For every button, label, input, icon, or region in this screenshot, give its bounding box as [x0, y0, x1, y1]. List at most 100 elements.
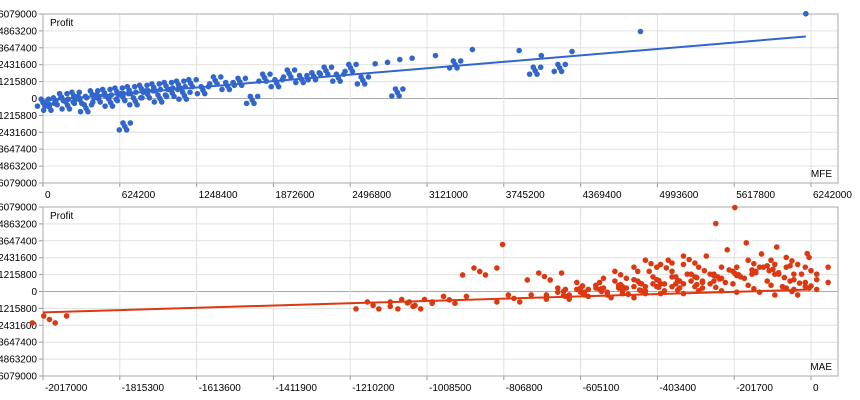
data-point: [99, 86, 106, 93]
y-tick-label: -1215800: [0, 111, 37, 122]
data-point: [623, 275, 630, 282]
data-point: [63, 313, 70, 319]
x-tick-label: 5617800: [736, 190, 775, 201]
data-point: [663, 265, 670, 271]
data-point: [345, 61, 352, 68]
data-point: [825, 279, 831, 286]
data-point: [714, 274, 721, 280]
x-tick-label: 624200: [122, 190, 156, 201]
data-point: [703, 253, 710, 259]
data-point: [541, 273, 548, 280]
x-tick-label: 1248400: [199, 190, 238, 201]
x-tick-label: 3121000: [429, 190, 468, 201]
y-tick-label: -3647400: [0, 338, 37, 349]
y-tick-label: 1215800: [0, 77, 37, 88]
data-point: [732, 204, 738, 211]
data-point: [459, 272, 466, 278]
x-tick-label: -1613600: [199, 383, 242, 394]
x-tick-label: -806800: [506, 383, 543, 394]
data-point: [112, 85, 118, 91]
data-point: [168, 79, 175, 86]
x-tick-label: 0: [813, 383, 819, 394]
data-point: [713, 220, 719, 227]
data-point: [457, 58, 464, 64]
x-tick-label: -2017000: [45, 383, 88, 394]
y-tick-label: 3647400: [0, 43, 37, 54]
data-point: [555, 61, 561, 68]
data-point: [615, 285, 622, 291]
data-point: [726, 267, 732, 273]
data-point: [499, 241, 506, 248]
data-point: [596, 279, 603, 286]
data-point: [235, 75, 241, 82]
data-point: [296, 72, 303, 79]
x-tick-label: -1210200: [352, 383, 395, 394]
data-point: [40, 107, 47, 114]
y-tick-label: -6079000: [0, 372, 37, 383]
data-point: [87, 88, 94, 94]
data-point: [134, 101, 140, 108]
data-point: [280, 74, 287, 80]
data-point: [764, 262, 771, 269]
data-point: [808, 267, 814, 274]
data-point: [558, 270, 565, 276]
data-point: [46, 101, 53, 108]
data-point: [146, 95, 153, 101]
data-point: [139, 95, 145, 101]
data-point: [106, 96, 112, 102]
x-tick-label: -1411900: [275, 383, 317, 394]
data-point: [680, 253, 687, 259]
data-point: [701, 267, 708, 274]
data-point: [494, 265, 500, 271]
data-point: [317, 71, 324, 77]
data-point: [554, 289, 561, 295]
data-point: [612, 278, 618, 284]
data-points: [29, 204, 831, 326]
data-point: [718, 264, 725, 270]
data-point: [813, 286, 820, 293]
y-tick-label: 0: [31, 94, 37, 105]
y-tick-label: 0: [31, 287, 37, 298]
data-point: [768, 282, 774, 289]
data-point: [764, 278, 771, 284]
data-point: [387, 303, 394, 310]
data-point: [768, 257, 774, 264]
data-point: [516, 299, 523, 305]
data-point: [538, 52, 545, 59]
data-point: [432, 52, 439, 59]
data-point: [534, 71, 540, 77]
data-point: [547, 277, 553, 283]
data-point: [397, 56, 403, 63]
data-point: [554, 285, 561, 291]
data-point: [123, 127, 130, 133]
data-point: [410, 303, 416, 310]
data-point: [772, 261, 778, 268]
data-point: [676, 285, 683, 291]
data-point: [813, 276, 820, 283]
y-tick-label: -4863200: [0, 162, 37, 173]
data-point: [577, 285, 584, 291]
data-point: [699, 278, 706, 284]
data-point: [730, 281, 736, 287]
data-point: [155, 92, 161, 98]
x-axis-label: MFE: [811, 169, 832, 180]
data-point: [120, 120, 126, 126]
trend-line: [42, 35, 806, 102]
x-tick-label: 6242000: [813, 190, 852, 201]
data-point: [574, 279, 580, 286]
data-point: [358, 74, 364, 80]
data-point: [669, 260, 675, 266]
data-point: [370, 302, 376, 309]
data-point: [752, 269, 759, 276]
data-point: [471, 265, 477, 271]
data-point: [116, 127, 123, 133]
data-point: [126, 101, 133, 108]
data-point: [181, 78, 187, 84]
x-tick-label: -1815300: [122, 383, 165, 394]
data-point: [337, 78, 343, 84]
x-tick-label: 4369400: [583, 190, 622, 201]
data-point: [119, 85, 126, 91]
data-point: [247, 93, 254, 100]
chart-panel-mfe: 6079000 4863200 3647400 2431600 1215800 0 -121…: [0, 10, 852, 202]
